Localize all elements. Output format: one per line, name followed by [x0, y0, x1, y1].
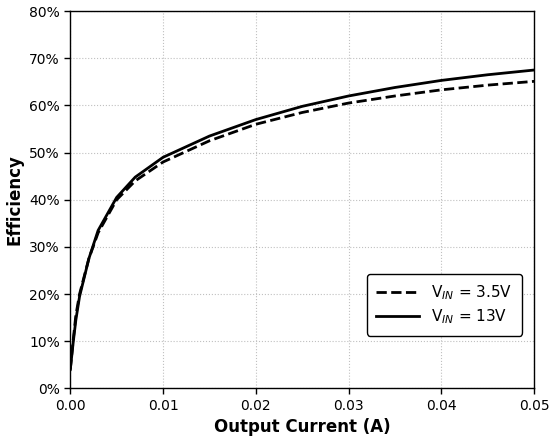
- V$_{IN}$ = 3.5V: [160, 160, 166, 165]
- V$_{IN}$ = 13V: [392, 85, 398, 90]
- V$_{IN}$ = 13V: [345, 93, 352, 99]
- V$_{IN}$ = 3.5V: [95, 230, 102, 236]
- Line: V$_{IN}$ = 13V: V$_{IN}$ = 13V: [70, 70, 534, 370]
- V$_{IN}$ = 13V: [160, 155, 166, 160]
- V$_{IN}$ = 3.5V: [392, 93, 398, 99]
- V$_{IN}$ = 3.5V: [253, 122, 259, 127]
- Line: V$_{IN}$ = 3.5V: V$_{IN}$ = 3.5V: [70, 81, 534, 370]
- V$_{IN}$ = 3.5V: [485, 83, 491, 88]
- V$_{IN}$ = 3.5V: [345, 100, 352, 106]
- V$_{IN}$ = 3.5V: [132, 178, 139, 183]
- V$_{IN}$ = 3.5V: [438, 87, 445, 92]
- V$_{IN}$ = 13V: [95, 228, 102, 233]
- V$_{IN}$ = 13V: [76, 294, 83, 299]
- V$_{IN}$ = 3.5V: [113, 197, 120, 202]
- Legend: V$_{IN}$ = 3.5V, V$_{IN}$ = 13V: V$_{IN}$ = 3.5V, V$_{IN}$ = 13V: [367, 274, 522, 335]
- V$_{IN}$ = 3.5V: [531, 79, 537, 84]
- V$_{IN}$ = 3.5V: [70, 339, 77, 344]
- V$_{IN}$ = 13V: [485, 72, 491, 77]
- V$_{IN}$ = 13V: [132, 175, 139, 180]
- V$_{IN}$ = 3.5V: [299, 110, 306, 115]
- V$_{IN}$ = 13V: [438, 78, 445, 83]
- V$_{IN}$ = 13V: [531, 67, 537, 72]
- V$_{IN}$ = 3.5V: [73, 312, 79, 318]
- Y-axis label: Efficiency: Efficiency: [6, 154, 23, 245]
- V$_{IN}$ = 3.5V: [206, 138, 213, 144]
- V$_{IN}$ = 13V: [299, 104, 306, 109]
- V$_{IN}$ = 3.5V: [76, 291, 83, 297]
- V$_{IN}$ = 13V: [253, 117, 259, 122]
- V$_{IN}$ = 13V: [85, 256, 92, 261]
- X-axis label: Output Current (A): Output Current (A): [214, 419, 391, 436]
- V$_{IN}$ = 3.5V: [85, 256, 92, 261]
- V$_{IN}$ = 3.5V: [67, 367, 74, 372]
- V$_{IN}$ = 13V: [67, 367, 74, 372]
- V$_{IN}$ = 13V: [70, 341, 77, 346]
- V$_{IN}$ = 13V: [113, 195, 120, 200]
- V$_{IN}$ = 13V: [73, 317, 79, 323]
- V$_{IN}$ = 13V: [206, 133, 213, 139]
